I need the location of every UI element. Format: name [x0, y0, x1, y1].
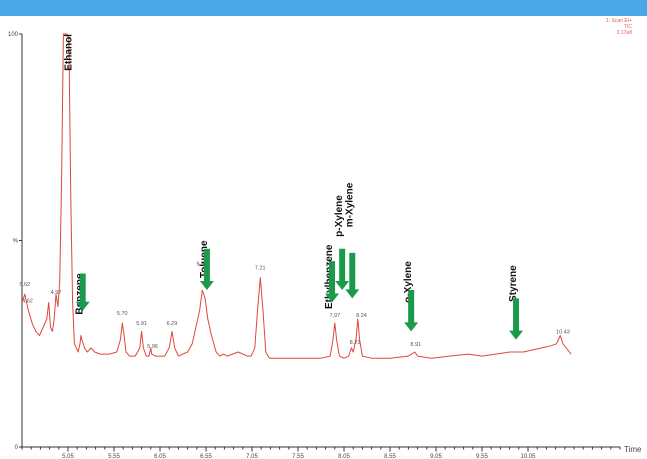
x-tick-label: 7.55 — [292, 454, 304, 459]
peak-label: 7.21 — [255, 265, 266, 271]
axes: 5.05 5.55 6.05 6.55 7.05 7.55 8.05 8.55 9.05 9.55… — [8, 32, 642, 459]
peak-label: 8.24 — [356, 313, 367, 319]
tic-trace-line — [21, 33, 572, 359]
x-tick-label: 10.05 — [520, 454, 536, 459]
compound-label: Styrene — [508, 265, 519, 302]
x-tick-label: 6.05 — [154, 454, 166, 459]
peak-label: 5.96 — [147, 344, 158, 350]
x-tick-label: 9.05 — [430, 454, 442, 459]
down-arrow-icon — [404, 290, 419, 332]
peak-label: 4.62 — [22, 298, 33, 304]
down-arrow-icon — [335, 248, 350, 291]
peak-label: 5.91 — [136, 321, 147, 327]
header-line: 1: Scan EI+ — [606, 18, 632, 24]
x-tick-label: 7.05 — [246, 454, 258, 459]
y-tick-label: % — [13, 239, 19, 245]
peak-label: 5.62 — [19, 282, 30, 288]
header-line: TIC — [624, 24, 632, 30]
x-tick-label: 6.55 — [200, 454, 212, 459]
x-tick-label: 8.05 — [338, 454, 350, 459]
compound-label: p-Xylene — [334, 195, 345, 237]
peak-label: 10.43 — [556, 329, 570, 335]
down-arrow-icon — [199, 248, 214, 291]
peak-labels: 5.62 4.62 4.97 5.70 5.91 5.96 6.29 6.5 7.21 7.97 8… — [19, 261, 569, 350]
peak-label: 6.29 — [167, 321, 178, 327]
down-arrow-icon — [325, 261, 340, 303]
peak-label: 8.21 — [350, 340, 361, 346]
compound-label: Ethanol — [64, 34, 75, 71]
x-tick-label: 8.55 — [384, 454, 396, 459]
x-axis-title: Time — [624, 445, 642, 454]
peak-label: 5.70 — [117, 311, 128, 317]
down-arrow-icon — [75, 273, 90, 311]
peak-label: 7.97 — [329, 313, 340, 319]
x-tick-label: 9.55 — [476, 454, 488, 459]
trace-layer — [21, 33, 572, 359]
peak-label: 8.91 — [410, 342, 421, 348]
compound-label: o-Xylene — [403, 261, 414, 303]
x-tick-label: 5.55 — [108, 454, 120, 459]
x-tick-label: 5.05 — [62, 454, 74, 459]
compound-label: m-Xylene — [344, 182, 355, 227]
top-banner — [0, 0, 647, 16]
down-arrow-icon — [509, 298, 524, 340]
down-arrow-icon — [345, 252, 360, 299]
compound-annotations: EthanolBenzeneTolueneEthylbenzenep-Xylen… — [64, 34, 524, 340]
y-tick-label: 100 — [8, 32, 19, 38]
peak-label: 6.5 — [197, 261, 205, 267]
y-tick-label: 0 — [15, 445, 19, 451]
header-line: 3.17e8 — [617, 30, 633, 36]
peak-label: 4.97 — [51, 290, 62, 296]
